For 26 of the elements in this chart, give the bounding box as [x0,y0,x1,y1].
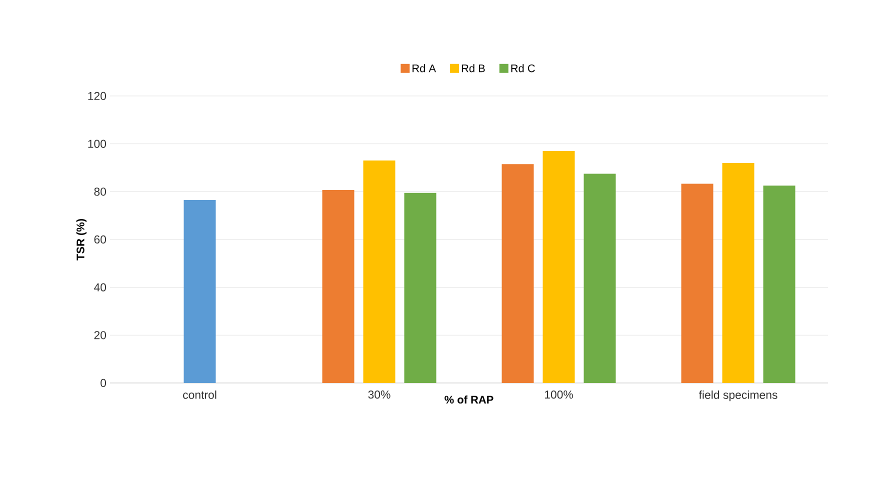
y-tick-label: 60 [94,235,106,244]
bar [584,174,616,383]
bar [763,186,796,383]
y-tick-label: 40 [94,283,106,292]
bar [404,192,436,383]
legend-label: Rd A [412,64,436,72]
y-tick-label: 80 [94,188,106,196]
bar [681,184,714,383]
y-tick-label: 20 [94,331,106,340]
y-tick-label: 0 [100,378,106,388]
legend-label: Rd C [511,64,535,72]
y-axis-title: TSR (%) [76,219,87,260]
bar [322,190,354,383]
y-tick-label: 120 [88,92,106,100]
x-axis-title: % of RAP [444,396,494,404]
x-tick-label: field specimens [698,390,778,402]
y-tick-label: 100 [88,140,106,148]
x-tick-label: control [183,390,216,399]
bar [184,200,216,383]
legend-label: Rd B [462,64,485,72]
bar [542,150,575,383]
bar [363,160,396,383]
bar [502,164,534,383]
x-tick-label: 30% [368,390,390,399]
bar [722,162,754,383]
x-tick-label: 100% [544,390,573,399]
